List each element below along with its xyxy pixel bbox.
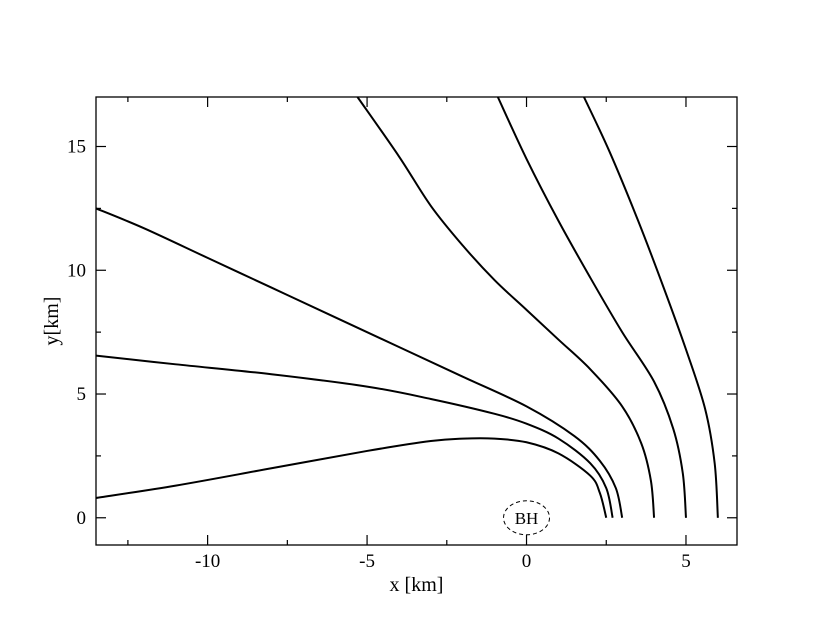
tick-labels: -10 -5 0 5 0 5 10 15 — [67, 137, 691, 572]
x-tick-label: 0 — [522, 551, 532, 572]
bh-label: BH — [515, 509, 539, 528]
y-tick-label: 0 — [77, 508, 87, 529]
trajectory-line-4 — [356, 97, 656, 518]
trajectory-line-1 — [96, 437, 608, 519]
y-tick-label: 10 — [67, 260, 86, 281]
trajectory-line-3 — [96, 207, 624, 518]
black-hole-marker — [503, 500, 551, 536]
axis-ticks — [96, 97, 737, 545]
series-group — [96, 97, 719, 519]
trajectory-line-5 — [496, 97, 687, 518]
y-tick-label: 5 — [77, 384, 87, 405]
x-axis-title: x [km] — [390, 574, 444, 596]
plot-frame — [95, 96, 738, 546]
trajectory-line-6 — [583, 97, 719, 518]
y-axis-title: y[km] — [41, 297, 63, 346]
x-tick-label: 5 — [681, 551, 691, 572]
bh-annotation: BH — [503, 500, 551, 536]
y-tick-label: 15 — [67, 137, 86, 158]
x-tick-label: -5 — [359, 551, 375, 572]
trajectory-line-2 — [96, 354, 614, 518]
x-tick-label: -10 — [195, 551, 220, 572]
